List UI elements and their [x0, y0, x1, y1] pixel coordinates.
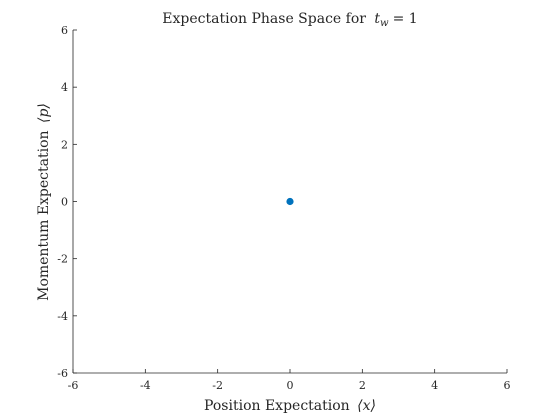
- chart-title: Expectation Phase Space for tw = 1: [162, 11, 417, 29]
- x-tick-label-4: 2: [359, 379, 366, 392]
- chart-title-rhs: = 1: [393, 11, 418, 27]
- data-marks: [286, 197, 294, 206]
- data-point-0-0: [286, 197, 294, 206]
- chart-title-subscript: w: [380, 18, 389, 29]
- x-tick-label-0: -6: [68, 379, 79, 392]
- y-tick-label-1: -4: [57, 310, 68, 323]
- x-tick-label-5: 4: [431, 379, 438, 392]
- y-tick-label-2: -2: [57, 253, 68, 266]
- x-tick-label-3: 0: [287, 379, 294, 392]
- y-tick-label-6: 6: [61, 24, 68, 37]
- y-axis-label-symbol: ⟨p⟩: [36, 103, 52, 123]
- y-axis-label: Momentum Expectation ⟨p⟩: [36, 103, 52, 301]
- x-axis-label-symbol: ⟨x⟩: [357, 398, 376, 414]
- chart-title-text: Expectation Phase Space for: [162, 11, 366, 27]
- y-tick-label-0: -6: [57, 367, 68, 380]
- chart-title-symbol: t: [374, 11, 380, 27]
- x-axis-label-text: Position Expectation: [204, 398, 350, 414]
- x-axis-label: Position Expectation ⟨x⟩: [204, 398, 376, 414]
- y-tick-label-4: 2: [61, 138, 68, 151]
- x-tick-label-2: -2: [212, 379, 223, 392]
- y-tick-label-3: 0: [61, 196, 68, 209]
- x-tick-label-1: -4: [140, 379, 151, 392]
- tick-group: -6 -4 -2 0 2 4 6 -6 -4 -2 0 2 4 6: [57, 24, 510, 392]
- y-axis-label-text: Momentum Expectation: [36, 130, 52, 300]
- y-tick-label-5: 4: [61, 81, 68, 94]
- x-tick-label-6: 6: [504, 379, 511, 392]
